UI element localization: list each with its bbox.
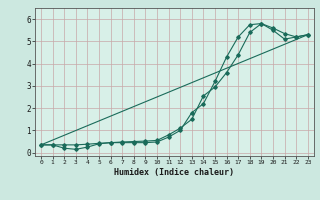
- X-axis label: Humidex (Indice chaleur): Humidex (Indice chaleur): [115, 168, 235, 177]
